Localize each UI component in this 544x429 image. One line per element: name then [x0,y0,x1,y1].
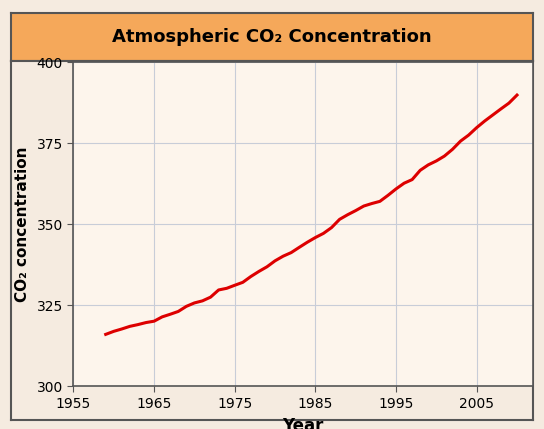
X-axis label: Year: Year [282,417,324,429]
Text: Atmospheric CO₂ Concentration: Atmospheric CO₂ Concentration [112,28,432,46]
Y-axis label: CO₂ concentration: CO₂ concentration [15,146,30,302]
